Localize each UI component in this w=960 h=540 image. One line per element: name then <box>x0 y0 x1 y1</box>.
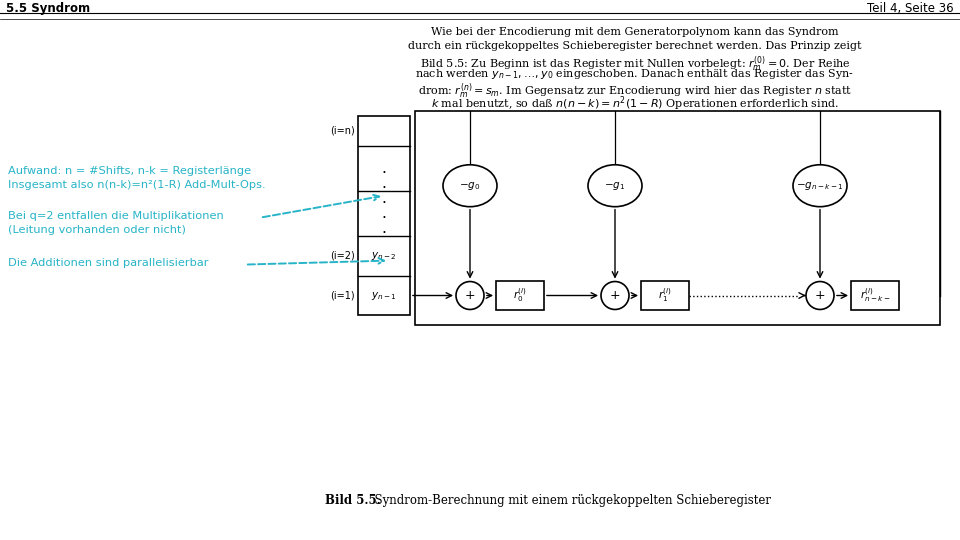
Text: $-g_0$: $-g_0$ <box>459 180 481 192</box>
Text: durch ein rückgekoppeltes Schieberegister berechnet werden. Das Prinzip zeigt: durch ein rückgekoppeltes Schieberegiste… <box>408 40 862 51</box>
Text: Aufwand: n = #Shifts, n-k = Registerlänge: Aufwand: n = #Shifts, n-k = Registerläng… <box>8 166 252 176</box>
Text: $r_0^{(i)}$: $r_0^{(i)}$ <box>513 287 527 305</box>
Text: Syndrom-Berechnung mit einem rückgekoppelten Schieberegister: Syndrom-Berechnung mit einem rückgekoppe… <box>367 494 771 507</box>
Ellipse shape <box>588 165 642 207</box>
Text: +: + <box>610 289 620 302</box>
Text: nach werden $y_{n-1}, \ldots, y_0$ eingeschoben. Danach enthält das Register das: nach werden $y_{n-1}, \ldots, y_0$ einge… <box>416 68 854 82</box>
Bar <box>641 281 689 310</box>
Text: .: . <box>381 206 387 221</box>
Text: Bild 5.5.: Bild 5.5. <box>325 494 381 507</box>
Ellipse shape <box>443 165 497 207</box>
Text: (Leitung vorhanden oder nicht): (Leitung vorhanden oder nicht) <box>8 225 186 235</box>
Text: $k$ mal benutzt, so daß $n(n - k) = n^2(1 - R)$ Operationen erforderlich sind.: $k$ mal benutzt, so daß $n(n - k) = n^2(… <box>431 94 839 113</box>
Text: $r_{n-k-}^{(i)}$: $r_{n-k-}^{(i)}$ <box>859 287 890 305</box>
Text: Wie bei der Encodierung mit dem Generatorpolynom kann das Syndrom: Wie bei der Encodierung mit dem Generato… <box>431 27 839 37</box>
Text: .: . <box>381 191 387 206</box>
Text: Insgesamt also n(n-k)=n²(1-R) Add-Mult-Ops.: Insgesamt also n(n-k)=n²(1-R) Add-Mult-O… <box>8 180 266 190</box>
Text: .: . <box>381 221 387 236</box>
Text: $y_{n-1}$: $y_{n-1}$ <box>372 289 396 301</box>
Text: +: + <box>815 289 826 302</box>
Circle shape <box>456 281 484 309</box>
Text: (i=n): (i=n) <box>330 126 355 136</box>
Text: Die Additionen sind parallelisierbar: Die Additionen sind parallelisierbar <box>8 258 208 268</box>
Circle shape <box>806 281 834 309</box>
Text: Bei q=2 entfallen die Multiplikationen: Bei q=2 entfallen die Multiplikationen <box>8 211 224 221</box>
Text: Bild 5.5: Zu Beginn ist das Register mit Nullen vorbelegt: $r_m^{(0)} = 0$. Der : Bild 5.5: Zu Beginn ist das Register mit… <box>420 54 851 73</box>
Circle shape <box>601 281 629 309</box>
Text: +: + <box>465 289 475 302</box>
Text: .: . <box>381 161 387 176</box>
Bar <box>496 281 544 310</box>
Text: .: . <box>381 176 387 191</box>
Text: $r_1^{(i)}$: $r_1^{(i)}$ <box>658 287 672 305</box>
Text: drom: $r_m^{(n)} = s_m$. Im Gegensatz zur Encodierung wird hier das Register $n$: drom: $r_m^{(n)} = s_m$. Im Gegensatz zu… <box>418 81 852 100</box>
Bar <box>415 111 940 326</box>
Text: $y_{n-2}$: $y_{n-2}$ <box>372 249 396 261</box>
Text: $-g_1$: $-g_1$ <box>605 180 626 192</box>
Text: Teil 4, Seite 36: Teil 4, Seite 36 <box>868 2 954 15</box>
Text: (i=1): (i=1) <box>330 291 355 300</box>
Text: 5.5 Syndrom: 5.5 Syndrom <box>6 2 90 15</box>
Bar <box>358 116 410 315</box>
Bar <box>851 281 899 310</box>
Ellipse shape <box>793 165 847 207</box>
Text: $-g_{n-k-1}$: $-g_{n-k-1}$ <box>796 180 844 192</box>
Text: (i=2): (i=2) <box>330 251 355 261</box>
